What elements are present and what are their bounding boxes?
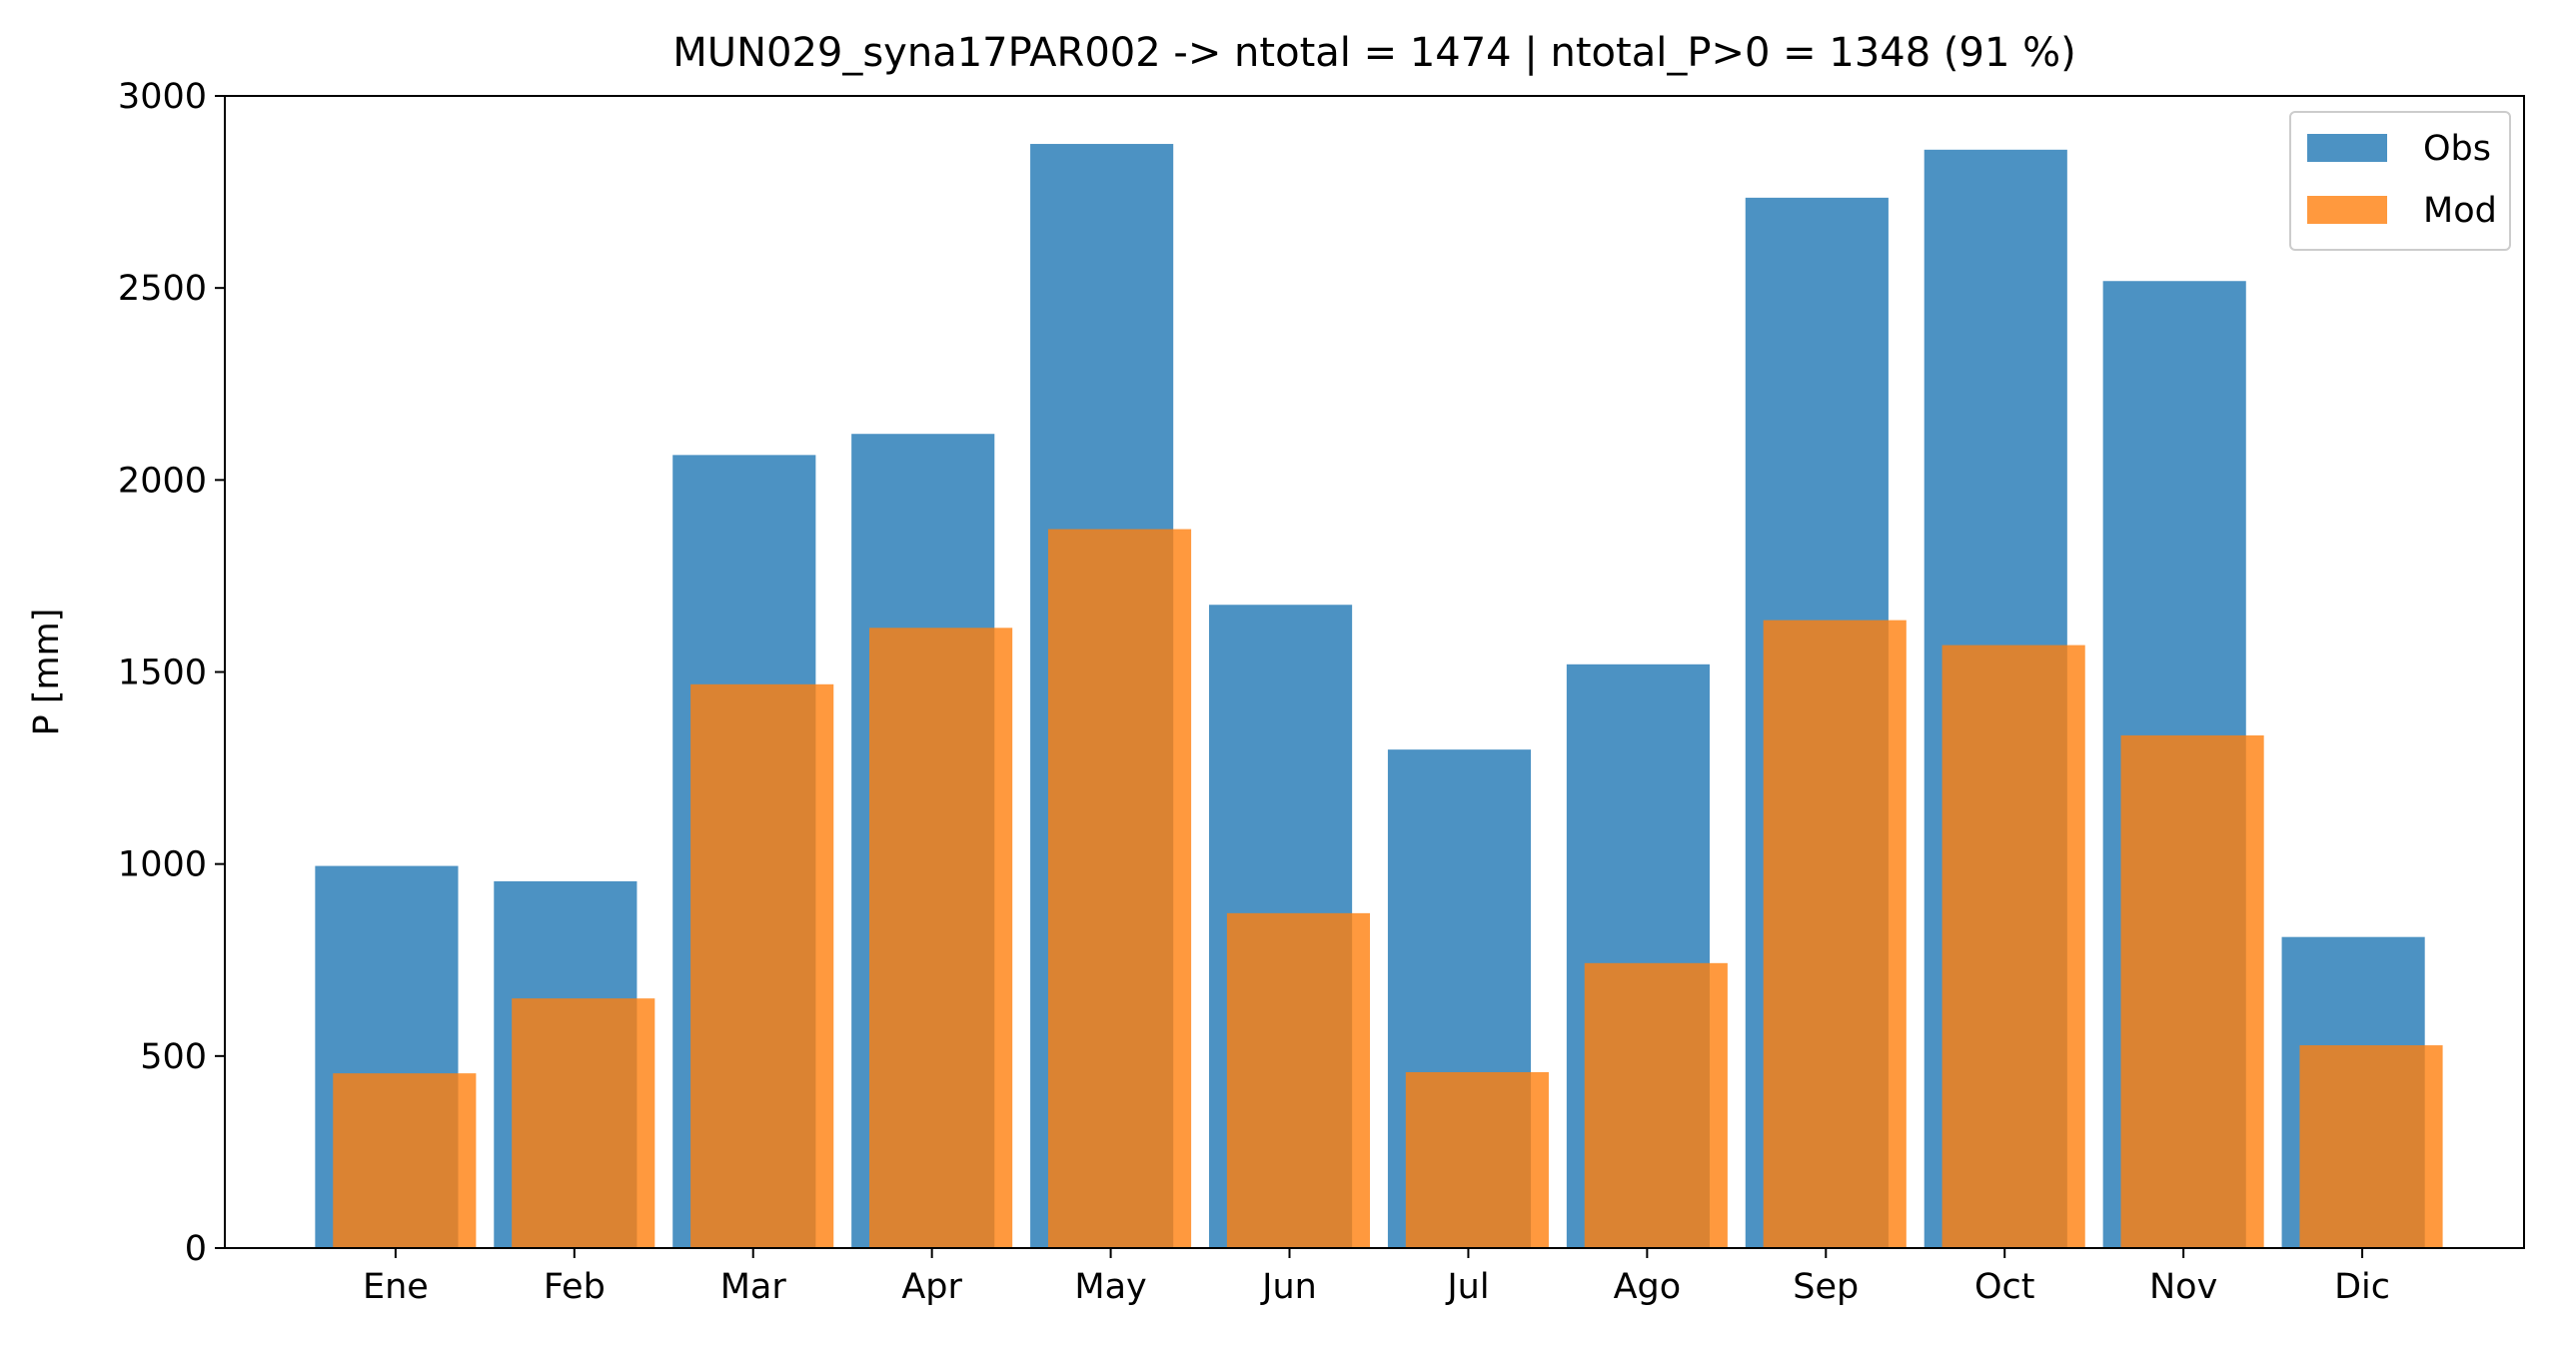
y-tick-label: 3000 [118,77,207,117]
bar-mod-ago [1584,962,1728,1248]
bar-mod-feb [512,998,655,1248]
bar-mod-mar [690,683,834,1248]
legend-swatch-obs [2307,134,2387,162]
legend-swatch-mod [2307,196,2387,224]
x-tick-label-ene: Ene [363,1267,429,1307]
x-tick-label-apr: Apr [901,1267,962,1307]
bar-mod-ene [333,1073,477,1248]
y-axis: 0 500 1000 1500 2000 2500 3000 [118,77,225,1269]
bar-mod-sep [1763,620,1907,1248]
y-tick-label: 0 [185,1229,207,1269]
bar-mod-dic [2299,1045,2443,1248]
bars-layer [315,144,2443,1249]
chart-title: MUN029_syna17PAR002 -> ntotal = 1474 | n… [672,30,2075,76]
legend-label-mod: Mod [2423,191,2497,231]
legend: Obs Mod [2289,111,2511,251]
x-tick-label-ago: Ago [1614,1267,1682,1307]
x-axis: Ene Feb Mar Apr May Jun Jul Ago Sep Oct Nov Dic [363,1248,2390,1307]
x-tick-label-may: May [1074,1267,1146,1307]
y-axis-label: P [mm] [27,609,67,736]
bar-mod-oct [1941,645,2085,1248]
y-tick-label: 1500 [118,654,207,693]
x-tick-label-mar: Mar [720,1267,787,1307]
bar-mod-jul [1405,1071,1549,1248]
legend-label-obs: Obs [2423,129,2491,169]
x-tick-label-jun: Jun [1260,1267,1317,1307]
bar-mod-may [1047,529,1192,1248]
x-tick-label-jul: Jul [1445,1267,1489,1307]
y-tick-label: 2500 [118,269,207,309]
x-tick-label-sep: Sep [1793,1267,1859,1307]
y-tick-label: 1000 [118,845,207,885]
x-tick-label-feb: Feb [544,1267,606,1307]
bar-mod-jun [1226,912,1371,1248]
bar-mod-apr [869,628,1013,1248]
y-tick-label: 2000 [118,461,207,501]
x-tick-label-dic: Dic [2334,1267,2390,1307]
x-tick-label-oct: Oct [1974,1267,2035,1307]
bar-mod-nov [2120,734,2264,1248]
x-tick-label-nov: Nov [2149,1267,2217,1307]
y-tick-label: 500 [140,1037,207,1077]
